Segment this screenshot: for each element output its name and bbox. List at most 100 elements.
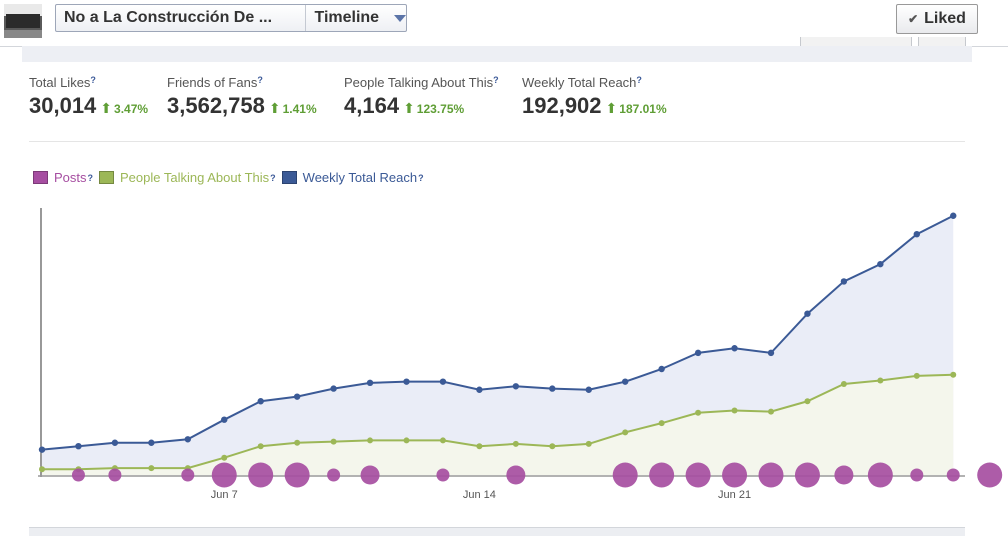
talking-point bbox=[221, 454, 228, 461]
talking-point bbox=[403, 437, 410, 444]
content-top-border bbox=[22, 46, 972, 62]
reach-point bbox=[731, 345, 738, 352]
bottom-strip bbox=[29, 527, 965, 536]
talking-point bbox=[731, 407, 738, 414]
up-arrow-icon: ⬆ bbox=[100, 100, 113, 116]
stat-change: 187.01% bbox=[619, 102, 667, 116]
stat-value: 30,014 bbox=[29, 93, 97, 118]
top-bar: No a La Construcción De ... Timeline ✔ L… bbox=[0, 0, 1008, 47]
reach-point bbox=[330, 385, 337, 392]
legend-posts[interactable]: Posts? bbox=[33, 170, 93, 185]
legend-people-talking[interactable]: People Talking About This? bbox=[99, 170, 276, 185]
talking-point bbox=[913, 372, 920, 379]
reach-point bbox=[877, 260, 884, 268]
posts-bubble bbox=[649, 462, 675, 488]
x-tick-label: Jun 7 bbox=[211, 489, 238, 501]
reach-point bbox=[257, 398, 264, 405]
talking-point bbox=[294, 439, 301, 446]
talking-point bbox=[658, 420, 665, 427]
talking-point bbox=[257, 443, 264, 450]
posts-bubble bbox=[108, 468, 122, 482]
stat-label: Total Likes bbox=[29, 75, 91, 90]
reach-point bbox=[950, 212, 957, 219]
reach-point bbox=[658, 365, 665, 373]
posts-bubble bbox=[612, 462, 638, 488]
talking-point bbox=[695, 409, 702, 416]
posts-bubble bbox=[867, 462, 893, 488]
talking-point bbox=[476, 443, 483, 450]
reach-point bbox=[804, 310, 811, 317]
stat-value: 3,562,758 bbox=[167, 93, 265, 118]
liked-label: Liked bbox=[924, 10, 966, 27]
stat-label: People Talking About This bbox=[344, 75, 494, 90]
help-icon[interactable]: ? bbox=[270, 172, 276, 183]
reach-point bbox=[366, 379, 374, 387]
x-tick-label: Jun 14 bbox=[463, 489, 496, 501]
posts-bubble bbox=[436, 468, 450, 482]
stat-people-talking: People Talking About This? 4,164 ⬆ 123.75% bbox=[344, 75, 499, 119]
reach-point bbox=[293, 393, 301, 400]
posts-bubble bbox=[248, 462, 274, 488]
reach-point bbox=[476, 386, 483, 393]
page-selector[interactable]: No a La Construcción De ... Timeline bbox=[55, 4, 407, 32]
posts-bubble bbox=[722, 462, 748, 488]
talking-point bbox=[768, 408, 774, 415]
liked-button[interactable]: ✔ Liked bbox=[896, 4, 978, 34]
help-icon[interactable]: ? bbox=[418, 172, 424, 183]
talking-point bbox=[330, 438, 337, 445]
posts-bubble bbox=[360, 465, 380, 485]
posts-bubble bbox=[284, 462, 310, 488]
reach-point bbox=[111, 439, 119, 446]
posts-bubble bbox=[506, 465, 526, 485]
legend-label: Weekly Total Reach bbox=[302, 170, 418, 185]
stat-change: 1.41% bbox=[282, 102, 317, 116]
stat-label: Weekly Total Reach bbox=[522, 75, 637, 90]
posts-bubble bbox=[327, 468, 341, 482]
insights-chart: Jun 7 Jun 14 Jun 21 bbox=[38, 208, 1003, 501]
divider bbox=[29, 141, 965, 142]
talking-point bbox=[367, 437, 374, 444]
reach-point bbox=[148, 439, 155, 446]
up-arrow-icon: ⬆ bbox=[268, 100, 281, 116]
stat-total-likes: Total Likes? 30,014 ⬆ 3.47% bbox=[29, 75, 148, 119]
stat-change: 123.75% bbox=[416, 102, 465, 116]
stat-value: 192,902 bbox=[522, 93, 602, 118]
stat-friends-of-fans: Friends of Fans? 3,562,758 ⬆ 1.41% bbox=[167, 75, 317, 119]
legend-label: Posts bbox=[54, 170, 87, 185]
talking-line bbox=[42, 373, 954, 471]
talking-point bbox=[549, 443, 556, 450]
legend-swatch bbox=[281, 171, 297, 184]
page-thumbnail[interactable] bbox=[4, 4, 42, 38]
help-icon[interactable]: ? bbox=[257, 75, 263, 85]
reach-point bbox=[221, 416, 228, 423]
posts-bubble bbox=[181, 468, 195, 482]
legend-swatch bbox=[33, 171, 48, 184]
reach-point bbox=[913, 230, 920, 238]
help-icon[interactable]: ? bbox=[87, 172, 94, 183]
check-icon: ✔ bbox=[908, 12, 919, 26]
help-icon[interactable]: ? bbox=[90, 75, 96, 85]
x-tick-label: Jun 21 bbox=[718, 489, 751, 501]
reach-point bbox=[403, 378, 410, 385]
help-icon[interactable]: ? bbox=[636, 75, 642, 85]
help-icon[interactable]: ? bbox=[493, 75, 499, 85]
reach-point bbox=[38, 446, 46, 453]
posts-bubble bbox=[758, 462, 784, 488]
legend-label: People Talking About This bbox=[120, 170, 270, 185]
talking-point bbox=[585, 440, 592, 447]
talking-point bbox=[39, 466, 45, 473]
talking-point bbox=[877, 377, 884, 384]
reach-line bbox=[41, 214, 954, 451]
posts-bubble bbox=[910, 468, 924, 482]
posts-bubble bbox=[211, 462, 237, 488]
up-arrow-icon: ⬆ bbox=[403, 100, 415, 116]
reach-point bbox=[549, 385, 556, 392]
posts-bubble bbox=[946, 468, 960, 482]
reach-point bbox=[840, 278, 848, 285]
talking-point bbox=[622, 429, 629, 436]
posts-bubble bbox=[71, 468, 85, 482]
posts-bubble bbox=[794, 462, 820, 488]
legend-weekly-reach[interactable]: Weekly Total Reach? bbox=[281, 170, 424, 185]
talking-area bbox=[42, 374, 954, 475]
stat-value: 4,164 bbox=[344, 93, 400, 118]
